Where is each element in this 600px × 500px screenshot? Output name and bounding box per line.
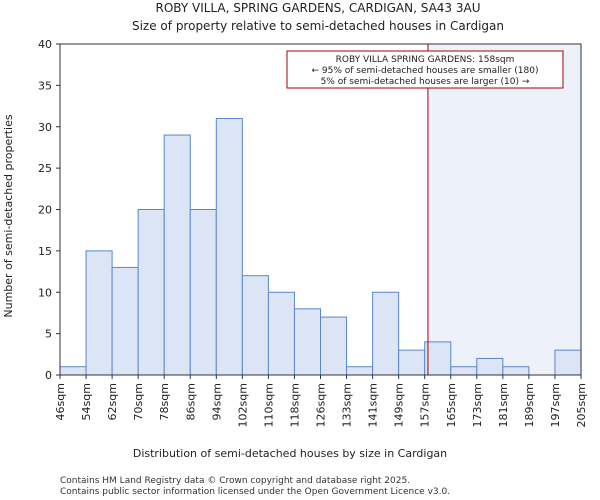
- bar-110sqm: [267, 291, 295, 376]
- y-axis-label: Number of semi-detached properties: [2, 114, 15, 317]
- x-tick-label: 149sqm: [393, 383, 406, 427]
- y-tick-label: 25: [38, 162, 52, 175]
- x-tick-label: 46sqm: [54, 383, 67, 420]
- footer-line-1: Contains HM Land Registry data © Crown c…: [60, 476, 410, 486]
- bar-102sqm: [241, 275, 269, 376]
- bar-54sqm: [85, 250, 113, 376]
- bar-78sqm: [163, 134, 191, 376]
- x-tick-label: 86sqm: [184, 383, 197, 420]
- annotation-box: ROBY VILLA SPRING GARDENS: 158sqm ← 95% …: [286, 50, 564, 89]
- bar-126sqm: [320, 316, 348, 376]
- x-tick-label: 173sqm: [471, 383, 484, 427]
- x-tick-label: 78sqm: [158, 383, 171, 420]
- bar-141sqm: [372, 291, 400, 376]
- y-tick-label: 20: [38, 204, 52, 217]
- x-tick-label: 205sqm: [575, 383, 588, 427]
- footer-line-2: Contains public sector information licen…: [60, 487, 450, 497]
- x-tick-label: 197sqm: [549, 383, 562, 427]
- y-tick-label: 40: [38, 38, 52, 51]
- x-tick-label: 189sqm: [523, 383, 536, 427]
- bar-157sqm: [424, 341, 452, 376]
- bars-group: [59, 117, 582, 376]
- bar-70sqm: [137, 209, 165, 376]
- y-tick-label: 5: [45, 328, 52, 341]
- x-tick-label: 181sqm: [497, 383, 510, 427]
- y-tick-label: 0: [45, 369, 52, 382]
- annotation-line-3: 5% of semi-detached houses are larger (1…: [321, 77, 530, 87]
- x-tick-label: 157sqm: [419, 383, 432, 427]
- y-tick-label: 15: [38, 245, 52, 258]
- bar-62sqm: [111, 266, 139, 376]
- y-axis-ticks: 0 5 10 15 20 25 30 35 40: [38, 38, 60, 382]
- chart-title: ROBY VILLA, SPRING GARDENS, CARDIGAN, SA…: [155, 1, 480, 15]
- x-tick-label: 165sqm: [445, 383, 458, 427]
- highlight-region: [427, 44, 581, 375]
- x-axis-label: Distribution of semi-detached houses by …: [133, 447, 447, 460]
- bar-165sqm: [450, 366, 478, 376]
- x-tick-label: 62sqm: [106, 383, 119, 420]
- chart-subtitle: Size of property relative to semi-detach…: [132, 19, 504, 33]
- bar-118sqm: [293, 308, 322, 376]
- bar-94sqm: [215, 117, 243, 376]
- annotation-line-1: ROBY VILLA SPRING GARDENS: 158sqm: [336, 55, 515, 65]
- annotation-line-2: ← 95% of semi-detached houses are smalle…: [312, 66, 539, 76]
- y-tick-label: 30: [38, 121, 52, 134]
- x-tick-label: 70sqm: [132, 383, 145, 420]
- bar-173sqm: [476, 357, 504, 376]
- x-tick-label: 118sqm: [288, 383, 301, 427]
- bar-197sqm: [554, 349, 582, 376]
- x-tick-label: 94sqm: [210, 383, 223, 420]
- x-tick-label: 141sqm: [367, 383, 380, 427]
- x-tick-label: 110sqm: [262, 383, 275, 427]
- bar-133sqm: [346, 366, 374, 376]
- x-tick-label: 126sqm: [315, 383, 328, 427]
- x-axis-ticks: 46sqm 54sqm 62sqm 70sqm 78sqm 86sqm 94sqm 102sq…: [54, 375, 588, 427]
- x-tick-label: 102sqm: [236, 383, 249, 427]
- bar-149sqm: [398, 349, 426, 376]
- bar-181sqm: [502, 366, 530, 376]
- y-tick-label: 35: [38, 79, 52, 92]
- x-tick-label: 54sqm: [80, 383, 93, 420]
- bar-86sqm: [189, 209, 217, 376]
- x-tick-label: 133sqm: [341, 383, 354, 427]
- y-tick-label: 10: [38, 286, 52, 299]
- bar-46sqm: [59, 366, 87, 376]
